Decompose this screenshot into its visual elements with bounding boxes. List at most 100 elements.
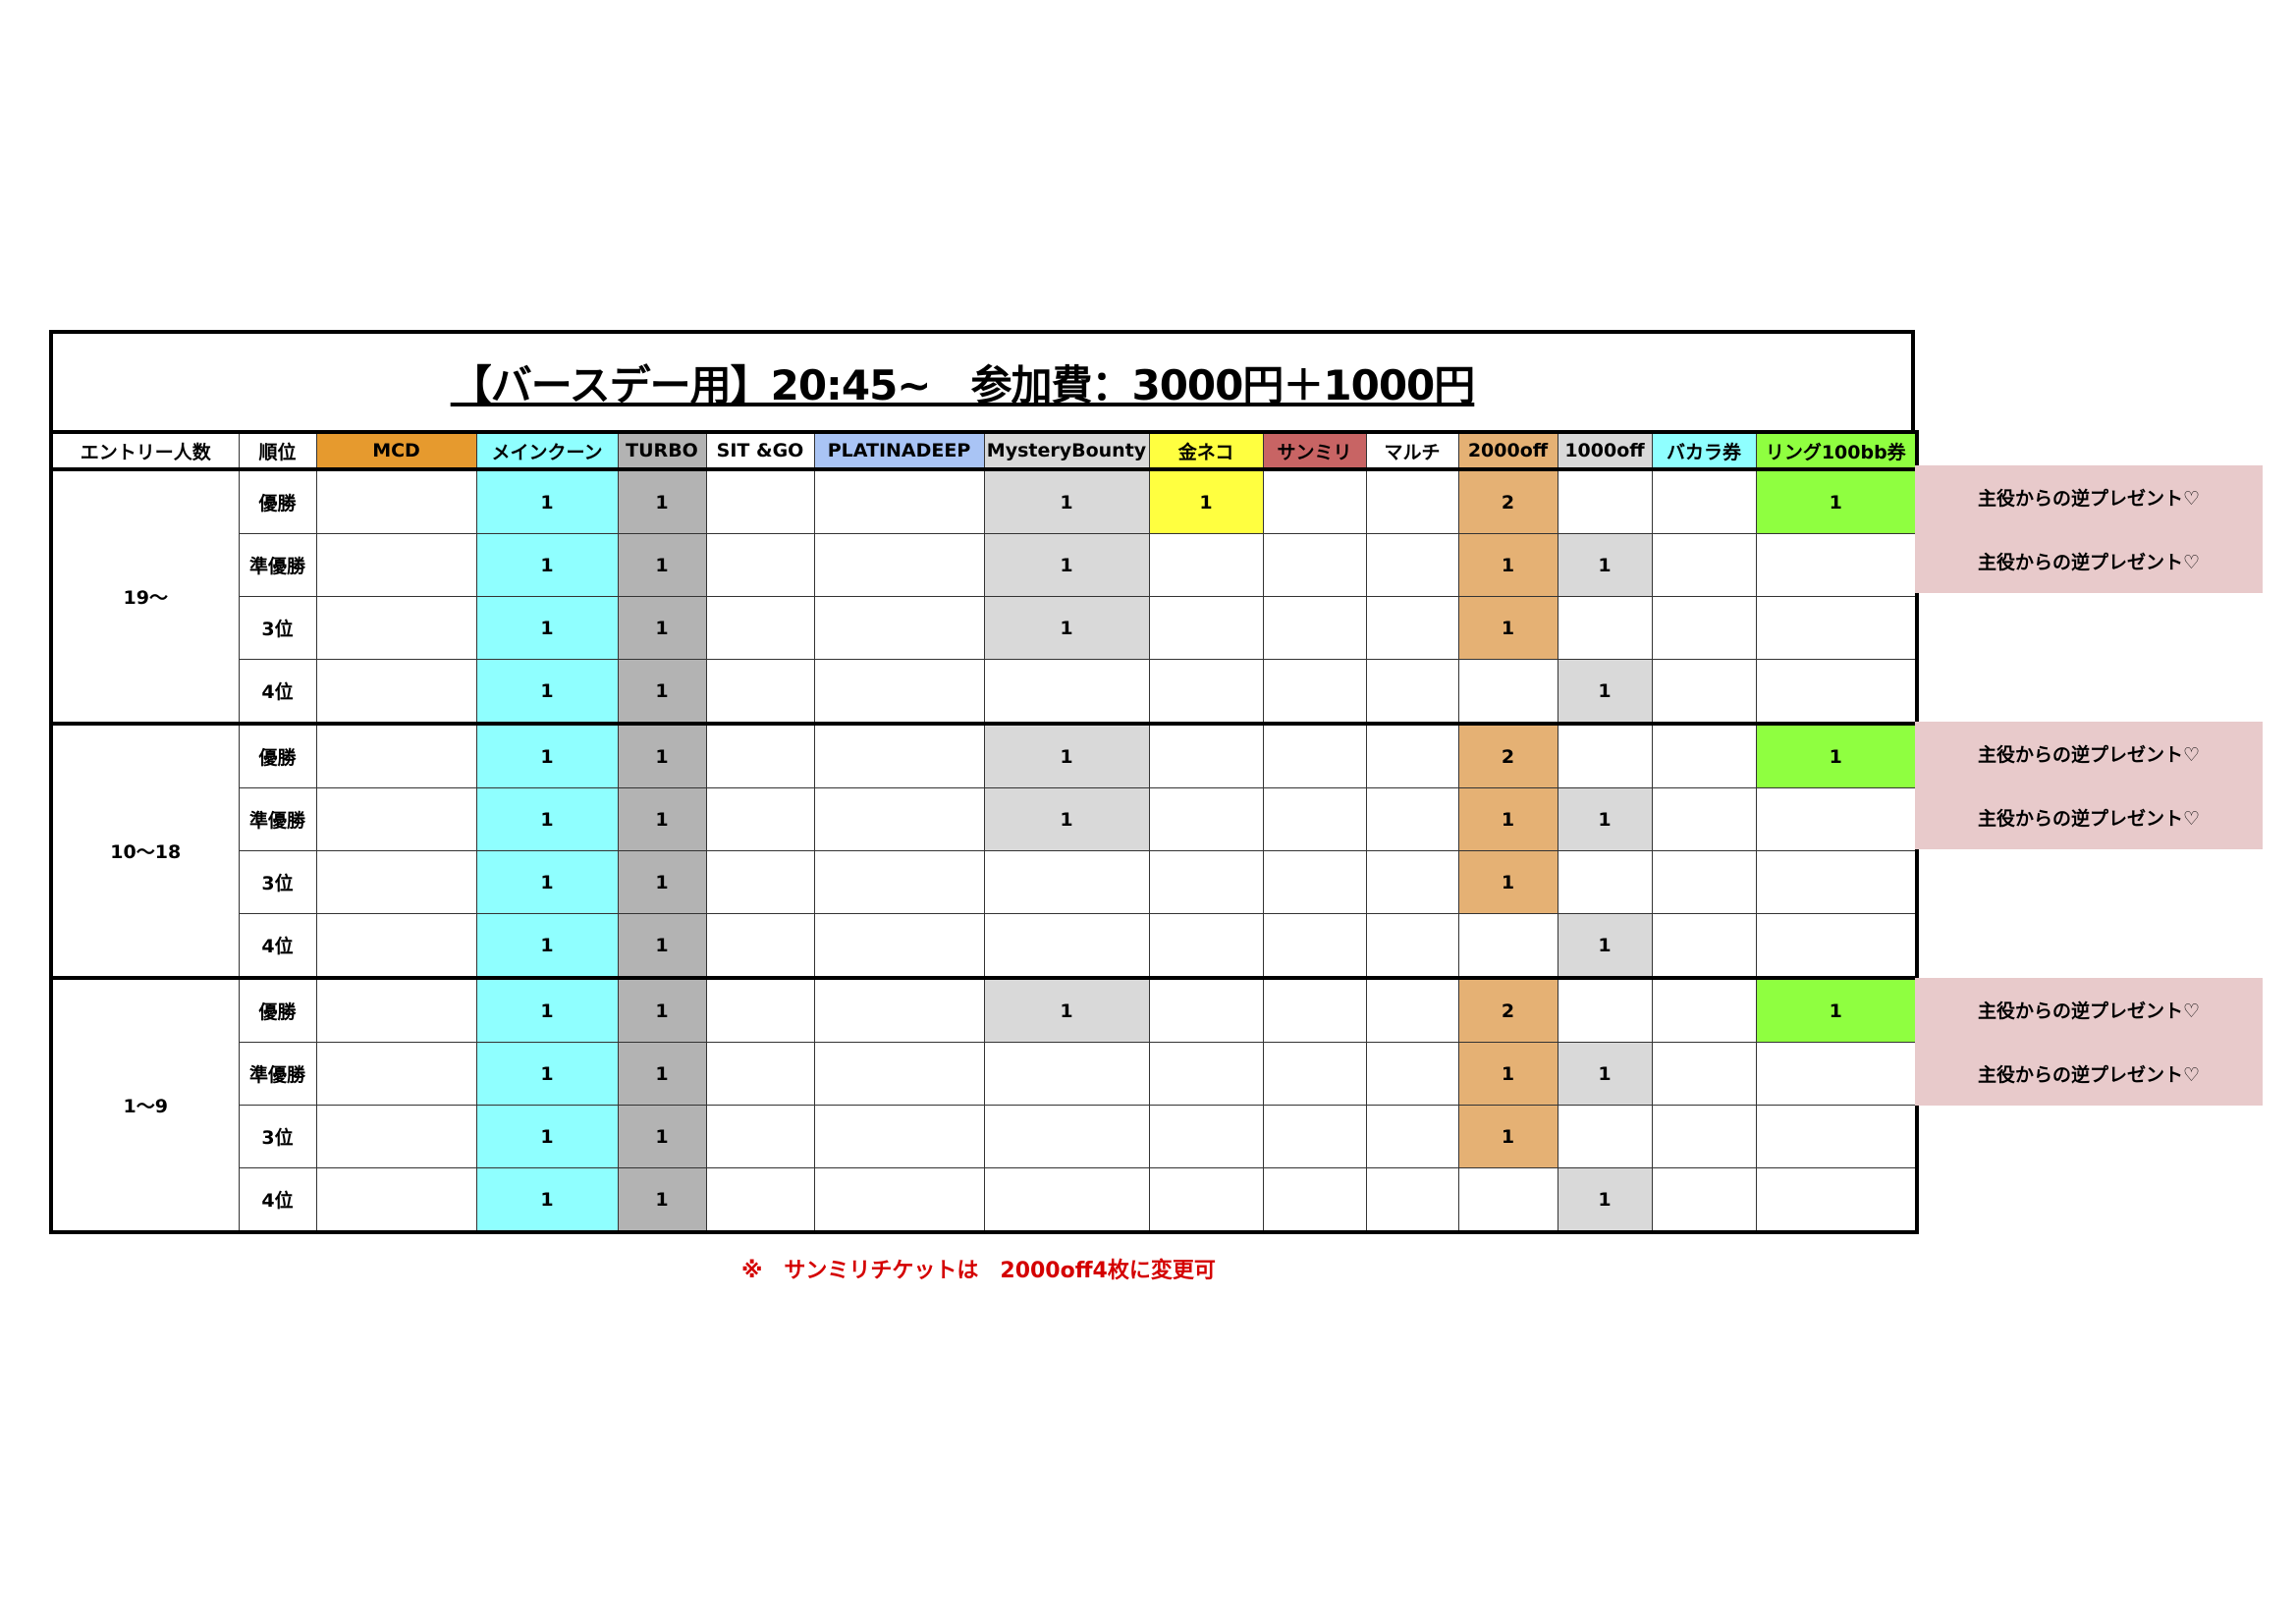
value-cell: 1 (617, 1167, 707, 1234)
value-cell: 1 (617, 1105, 707, 1168)
column-header: 順位 (238, 431, 317, 471)
value-cell (1457, 1167, 1558, 1234)
value-cell (705, 913, 815, 980)
table-row: 4位 1 1 1 (51, 659, 1918, 726)
entry-count-cell: 10〜18 (50, 723, 240, 980)
value-cell (1262, 787, 1367, 851)
value-cell (983, 1167, 1150, 1234)
value-cell (1262, 596, 1367, 660)
title-box: 【バースデー用】20:45~ 参加費：3000円＋1000円 (49, 330, 1915, 430)
value-cell (1651, 787, 1757, 851)
value-cell: 1 (1557, 659, 1653, 726)
table-row: 10〜18 優勝 1 1 1 2 1 (50, 723, 1918, 980)
column-header: エントリー人数 (50, 431, 240, 471)
value-cell (315, 533, 477, 597)
value-cell (1557, 850, 1653, 914)
value-cell (1755, 659, 1918, 726)
column-header: SIT &GO (705, 431, 815, 471)
value-cell (1651, 533, 1757, 597)
value-cell (1557, 596, 1653, 660)
value-cell (1365, 659, 1459, 726)
value-cell (315, 1042, 477, 1106)
value-cell: 1 (1457, 1105, 1558, 1168)
value-cell (315, 1105, 477, 1168)
value-cell (705, 723, 815, 788)
value-cell (1365, 787, 1459, 851)
value-cell (315, 787, 477, 851)
table-row: 1〜9 優勝 1 1 1 2 1 (50, 977, 1918, 1234)
value-cell (1148, 787, 1264, 851)
value-cell (983, 1105, 1150, 1168)
value-cell: 1 (617, 468, 707, 534)
prize-table: エントリー人数 順位 MCD メインクーン TURBO SIT &GO PLATINADEE… (49, 430, 1919, 1234)
column-header: リング100bb券 (1755, 431, 1918, 471)
rank-cell: 4位 (238, 659, 317, 726)
value-cell: 1 (475, 468, 619, 534)
value-cell: 1 (1755, 977, 1918, 1043)
value-cell (1262, 533, 1367, 597)
note-cell: 主役からの逆プレゼント♡ (1915, 785, 2263, 849)
value-cell (1262, 659, 1367, 726)
value-cell: 1 (1457, 533, 1558, 597)
entry-count-cell: 1〜9 (50, 977, 240, 1234)
rank-cell: 準優勝 (238, 1042, 317, 1106)
value-cell (1365, 723, 1459, 788)
value-cell: 1 (1557, 1167, 1653, 1234)
value-cell (1148, 1167, 1264, 1234)
value-cell: 1 (475, 913, 619, 980)
value-cell (1262, 977, 1367, 1043)
value-cell (1365, 913, 1459, 980)
value-cell (315, 723, 477, 788)
value-cell: 1 (983, 533, 1150, 597)
value-cell (1651, 723, 1757, 788)
value-cell (813, 659, 985, 726)
column-header: バカラ券 (1651, 431, 1757, 471)
value-cell: 1 (475, 977, 619, 1043)
value-cell (1651, 659, 1757, 726)
value-cell (813, 850, 985, 914)
rank-cell: 優勝 (238, 723, 317, 788)
value-cell: 1 (475, 1167, 619, 1234)
rank-cell: 優勝 (238, 977, 317, 1043)
value-cell (813, 913, 985, 980)
value-cell (1457, 659, 1558, 726)
column-header: MCD (315, 431, 477, 471)
value-cell (813, 1167, 985, 1234)
value-cell: 1 (1755, 468, 1918, 534)
column-header: TURBO (617, 431, 707, 471)
value-cell: 1 (617, 659, 707, 726)
value-cell: 1 (475, 659, 619, 726)
table-row: 3位 1 1 1 (51, 850, 1918, 914)
value-cell (813, 1042, 985, 1106)
value-cell (705, 468, 815, 534)
value-cell (1651, 468, 1757, 534)
value-cell (315, 1167, 477, 1234)
entry-count-cell: 19〜 (50, 468, 240, 726)
value-cell (705, 596, 815, 660)
note-cell: 主役からの逆プレゼント♡ (1915, 977, 2263, 1042)
value-cell: 1 (475, 1042, 619, 1106)
value-cell (1262, 468, 1367, 534)
value-cell (1148, 1042, 1264, 1106)
value-cell (813, 533, 985, 597)
value-cell: 1 (617, 723, 707, 788)
column-header: サンミリ (1262, 431, 1367, 471)
value-cell: 1 (1557, 1042, 1653, 1106)
table-row: 4位 1 1 1 (51, 1167, 1918, 1234)
column-header: MysteryBounty (983, 431, 1150, 471)
value-cell (705, 977, 815, 1043)
rank-cell: 3位 (238, 1105, 317, 1168)
value-cell (1365, 977, 1459, 1043)
value-cell: 1 (475, 850, 619, 914)
column-header: 1000off (1557, 431, 1653, 471)
value-cell: 1 (1457, 850, 1558, 914)
rank-cell: 準優勝 (238, 533, 317, 597)
value-cell (1557, 468, 1653, 534)
value-cell (1365, 596, 1459, 660)
rank-cell: 準優勝 (238, 787, 317, 851)
value-cell: 1 (1557, 913, 1653, 980)
value-cell: 1 (617, 787, 707, 851)
value-cell: 1 (617, 596, 707, 660)
value-cell: 1 (1457, 596, 1558, 660)
value-cell: 1 (983, 787, 1150, 851)
